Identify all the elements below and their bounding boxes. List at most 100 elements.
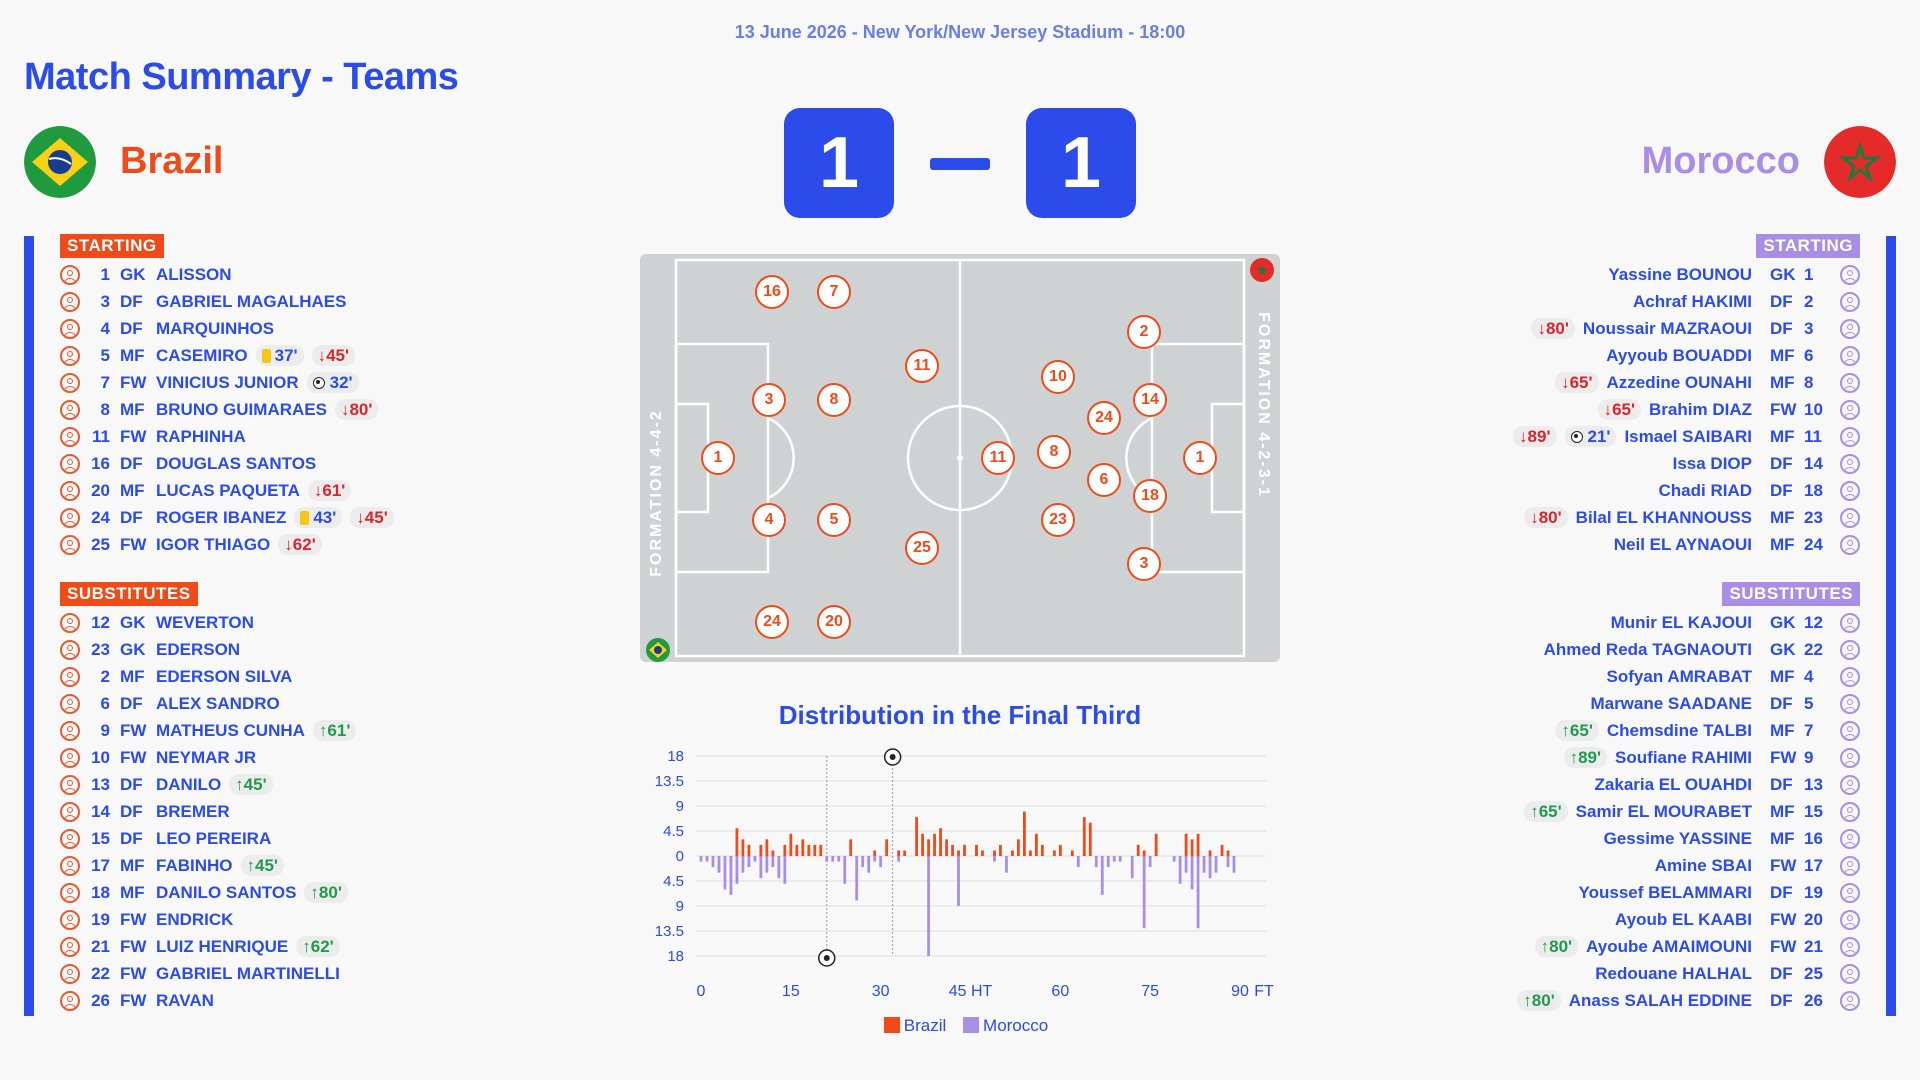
home-player-row[interactable]: 15 DF LEO PEREIRA [60, 825, 271, 852]
away-player-row[interactable]: Issa DIOP DF 14 [1673, 450, 1860, 477]
home-pitch-player[interactable]: 1 [701, 441, 735, 475]
sub-in-event: ↑ 80' [304, 882, 348, 903]
away-player-row[interactable]: ↓ 65' Brahim DIAZ FW 10 [1597, 396, 1860, 423]
home-player-row[interactable]: 4 DF MARQUINHOS [60, 315, 274, 342]
away-pitch-player[interactable]: 23 [1041, 503, 1075, 537]
home-player-row[interactable]: 6 DF ALEX SANDRO [60, 690, 280, 717]
home-pitch-player[interactable]: 24 [755, 605, 789, 639]
home-player-row[interactable]: 7 FW VINICIUS JUNIOR 32' [60, 369, 359, 396]
home-player-row[interactable]: 11 FW RAPHINHA [60, 423, 246, 450]
away-player-row[interactable]: ↑ 65' Samir EL MOURABET MF 15 [1524, 798, 1860, 825]
away-pitch-player[interactable]: 6 [1087, 463, 1121, 497]
home-player-row[interactable]: 8 MF BRUNO GUIMARAES ↓ 80' [60, 396, 379, 423]
away-player-row[interactable]: Gessime YASSINE MF 16 [1604, 825, 1860, 852]
away-formation-label: FORMATION 4-2-3-1 [1255, 312, 1272, 498]
brazil-bar [885, 839, 889, 856]
home-pitch-player[interactable]: 8 [817, 383, 851, 417]
away-pitch-player[interactable]: 1 [1183, 441, 1217, 475]
away-pitch-player[interactable]: 3 [1127, 547, 1161, 581]
away-pitch-player[interactable]: 14 [1133, 383, 1167, 417]
morocco-bar [993, 856, 996, 862]
away-player-row[interactable]: ↑ 80' Ayoube AMAIMOUNI FW 21 [1534, 933, 1860, 960]
away-player-row[interactable]: Ayyoub BOUADDI MF 6 [1606, 342, 1860, 369]
home-player-row[interactable]: 9 FW MATHEUS CUNHA ↑ 61' [60, 717, 357, 744]
sub-in-event: ↑ 65' [1555, 720, 1599, 741]
away-player-row[interactable]: Zakaria EL OUAHDI DF 13 [1595, 771, 1860, 798]
morocco-bar [759, 856, 763, 879]
home-player-row[interactable]: 3 DF GABRIEL MAGALHAES [60, 288, 346, 315]
player-avatar-icon [1840, 399, 1860, 420]
away-player-row[interactable]: Achraf HAKIMI DF 2 [1633, 288, 1860, 315]
away-player-row[interactable]: ↑ 65' Chemsdine TALBI MF 7 [1555, 717, 1860, 744]
home-player-row[interactable]: 10 FW NEYMAR JR [60, 744, 256, 771]
away-player-row[interactable]: Youssef BELAMMARI DF 19 [1579, 879, 1860, 906]
away-pitch-player[interactable]: 2 [1127, 315, 1161, 349]
home-player-row[interactable]: 16 DF DOUGLAS SANTOS [60, 450, 316, 477]
player-number: 1 [1804, 264, 1814, 284]
away-player-row[interactable]: Neil EL AYNAOUI MF 24 [1614, 531, 1860, 558]
away-player-row[interactable]: Ahmed Reda TAGNAOUTI GK 22 [1544, 636, 1860, 663]
player-name: Amine SBAI [1654, 855, 1752, 875]
home-pitch-player[interactable]: 3 [752, 383, 786, 417]
away-player-row[interactable]: Chadi RIAD DF 18 [1659, 477, 1860, 504]
home-pitch-player[interactable]: 4 [752, 503, 786, 537]
home-pitch-player[interactable]: 16 [755, 275, 789, 309]
home-player-row[interactable]: 23 GK EDERSON [60, 636, 240, 663]
away-pitch-player[interactable]: 11 [981, 441, 1015, 475]
player-number: 4 [100, 318, 110, 338]
away-player-row[interactable]: Redouane HALHAL DF 25 [1595, 960, 1860, 987]
away-player-row[interactable]: Ayoub EL KAABI FW 20 [1615, 906, 1860, 933]
home-pitch-player[interactable]: 7 [817, 275, 851, 309]
morocco-bar [765, 856, 769, 873]
home-player-row[interactable]: 24 DF ROGER IBANEZ 43' ↓ 45' [60, 504, 394, 531]
away-pitch-player[interactable]: 10 [1041, 360, 1075, 394]
home-player-row[interactable]: 26 FW RAVAN [60, 987, 214, 1014]
brazil-bar [741, 839, 745, 856]
player-name: Ismael SAIBARI [1624, 426, 1752, 446]
away-player-row[interactable]: Yassine BOUNOU GK 1 [1608, 261, 1860, 288]
player-number: 14 [1804, 453, 1823, 473]
morocco-bar [771, 856, 775, 868]
home-pitch-player[interactable]: 25 [905, 531, 939, 565]
sub-out-event: ↓ 80' [1524, 507, 1568, 528]
player-position: MF [1770, 345, 1795, 365]
away-player-row[interactable]: ↑ 80' Anass SALAH EDDINE DF 26 [1517, 987, 1860, 1014]
home-pitch-player[interactable]: 11 [905, 349, 939, 383]
home-player-row[interactable]: 22 FW GABRIEL MARTINELLI [60, 960, 340, 987]
formation-pitch: FORMATION 4-4-2 FORMATION 4-2-3-1 16 7 11 3… [640, 254, 1280, 662]
event-time: 89' [1578, 747, 1602, 767]
home-player-row[interactable]: 13 DF DANILO ↑ 45' [60, 771, 273, 798]
chart-title: Distribution in the Final Third [778, 700, 1142, 730]
away-pitch-player[interactable]: 8 [1037, 435, 1071, 469]
home-player-row[interactable]: 17 MF FABINHO ↑ 45' [60, 852, 284, 879]
home-player-row[interactable]: 12 GK WEVERTON [60, 609, 254, 636]
away-player-row[interactable]: Munir EL KAJOUI GK 12 [1611, 609, 1860, 636]
away-player-row[interactable]: ↑ 89' Soufiane RAHIMI FW 9 [1563, 744, 1860, 771]
home-player-row[interactable]: 21 FW LUIZ HENRIQUE ↑ 62' [60, 933, 340, 960]
home-pitch-player[interactable]: 20 [817, 605, 851, 639]
home-subs-badge: SUBSTITUTES [60, 582, 198, 606]
away-player-row[interactable]: ↓ 89' 21' Ismael SAIBARI MF 11 [1513, 423, 1860, 450]
home-player-row[interactable]: 5 MF CASEMIRO 37' ↓ 45' [60, 342, 356, 369]
morocco-bar [711, 856, 715, 868]
home-pitch-player[interactable]: 5 [817, 503, 851, 537]
away-player-row[interactable]: Amine SBAI FW 17 [1655, 852, 1860, 879]
away-pitch-player[interactable]: 18 [1133, 479, 1167, 513]
away-player-row[interactable]: ↓ 65' Azzedine OUNAHI MF 8 [1555, 369, 1860, 396]
away-player-row[interactable]: ↓ 80' Noussair MAZRAOUI DF 3 [1531, 315, 1860, 342]
away-player-row[interactable]: Marwane SAADANE DF 5 [1590, 690, 1860, 717]
home-player-row[interactable]: 20 MF LUCAS PAQUETA ↓ 61' [60, 477, 352, 504]
away-player-row[interactable]: ↓ 80' Bilal EL KHANNOUSS MF 23 [1524, 504, 1860, 531]
y-tick-label: 9 [676, 898, 684, 915]
home-player-row[interactable]: 1 GK ALISSON [60, 261, 232, 288]
away-player-row[interactable]: Sofyan AMRABAT MF 4 [1607, 663, 1860, 690]
player-position: DF [120, 693, 143, 713]
home-player-row[interactable]: 2 MF EDERSON SILVA [60, 663, 292, 690]
player-number: 11 [1804, 426, 1822, 446]
away-pitch-player[interactable]: 24 [1087, 401, 1121, 435]
home-player-row[interactable]: 18 MF DANILO SANTOS ↑ 80' [60, 879, 348, 906]
ball-icon [1570, 430, 1583, 443]
home-player-row[interactable]: 14 DF BREMER [60, 798, 230, 825]
home-player-row[interactable]: 25 FW IGOR THIAGO ↓ 62' [60, 531, 322, 558]
home-player-row[interactable]: 19 FW ENDRICK [60, 906, 233, 933]
